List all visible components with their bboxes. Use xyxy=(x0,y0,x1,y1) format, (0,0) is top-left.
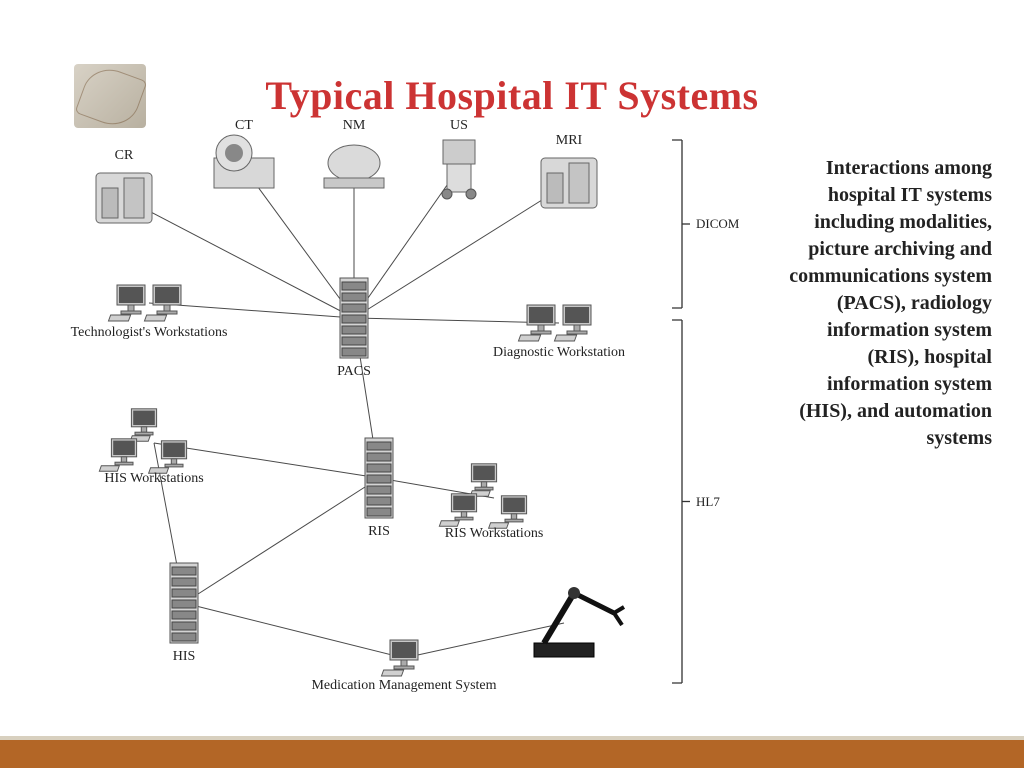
footer-bar xyxy=(0,740,1024,768)
node-label-med: Medication Management System xyxy=(284,678,524,694)
node-label-us: US xyxy=(339,118,579,134)
description-text: Interactions among hospital IT systems i… xyxy=(786,155,992,452)
slide: Typical Hospital IT Systems Interactions… xyxy=(0,0,1024,768)
node-nm xyxy=(324,145,384,188)
slide-title: Typical Hospital IT Systems xyxy=(0,72,1024,119)
node-hisws xyxy=(99,409,186,473)
node-tech xyxy=(108,285,181,321)
diagram-svg xyxy=(54,128,794,728)
node-label-hisws: HIS Workstations xyxy=(34,471,274,487)
node-label-cr: CR xyxy=(4,148,244,164)
node-label-pacs: PACS xyxy=(234,364,474,380)
node-label-risws: RIS Workstations xyxy=(374,526,614,542)
node-risws xyxy=(439,464,526,528)
network-diagram: CRCTNMUSMRITechnologist's WorkstationsPA… xyxy=(54,128,794,728)
node-label-tech: Technologist's Workstations xyxy=(29,325,269,341)
node-his xyxy=(170,563,198,643)
node-robot xyxy=(534,587,624,657)
node-cr xyxy=(96,173,152,223)
node-med xyxy=(381,640,418,676)
protocol-dicom-label: DICOM xyxy=(696,216,739,232)
node-label-his: HIS xyxy=(64,649,304,665)
node-mri xyxy=(541,158,597,208)
node-label-diag: Diagnostic Workstation xyxy=(439,345,679,361)
node-label-mri: MRI xyxy=(449,133,689,149)
protocol-hl7-label: HL7 xyxy=(696,494,720,510)
node-ris xyxy=(365,438,393,518)
node-pacs xyxy=(340,278,368,358)
node-diag xyxy=(518,305,591,341)
